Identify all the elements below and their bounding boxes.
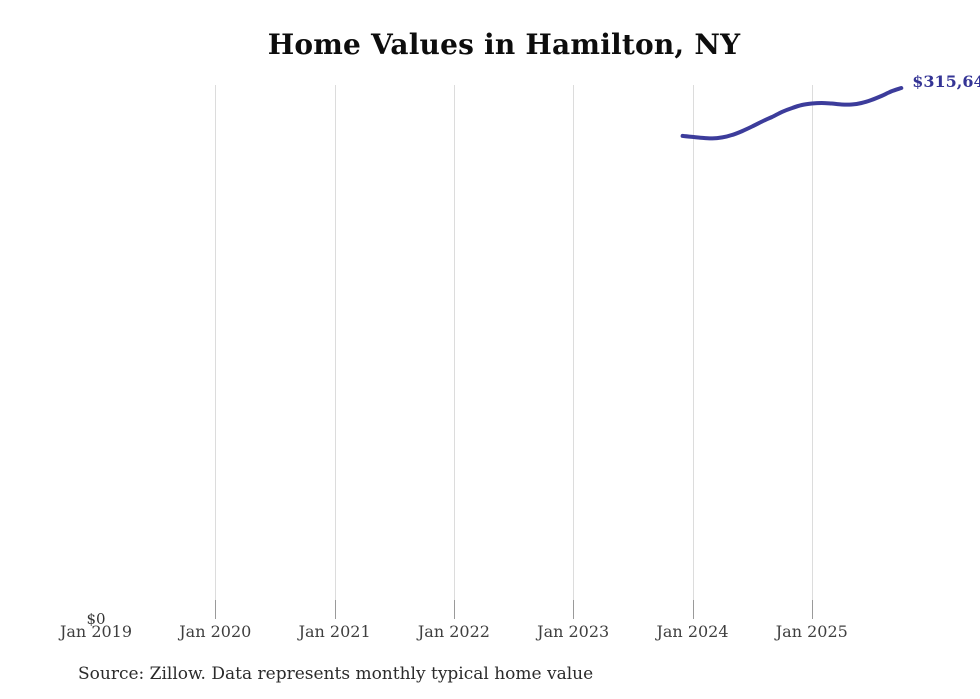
x-tick-label: Jan 2023 bbox=[537, 622, 610, 641]
x-axis-tick bbox=[811, 600, 813, 619]
x-tick-label: Jan 2025 bbox=[775, 622, 848, 641]
source-note: Source: Zillow. Data represents monthly … bbox=[78, 664, 594, 684]
x-axis-tick bbox=[334, 600, 336, 619]
chart-title: Home Values in Hamilton, NY bbox=[267, 28, 741, 61]
x-axis-tick bbox=[453, 600, 455, 619]
vertical-gridline bbox=[215, 85, 217, 600]
x-axis-tick bbox=[692, 600, 694, 619]
end-value-label: $315,644 bbox=[912, 72, 980, 91]
x-tick-label: Jan 2024 bbox=[656, 622, 729, 641]
x-axis-tick bbox=[573, 600, 575, 619]
vertical-gridline bbox=[811, 85, 813, 600]
vertical-gridline bbox=[453, 85, 455, 600]
x-tick-label: Jan 2022 bbox=[417, 622, 490, 641]
vertical-gridline bbox=[334, 85, 336, 600]
vertical-gridline bbox=[692, 85, 694, 600]
x-axis-tick bbox=[215, 600, 217, 619]
x-tick-label: Jan 2021 bbox=[298, 622, 371, 641]
x-tick-label: Jan 2020 bbox=[179, 622, 252, 641]
y-axis-zero-label: $0 bbox=[86, 610, 106, 628]
home-value-line bbox=[680, 86, 904, 141]
x-tick-label: Jan 2019 bbox=[59, 622, 133, 641]
vertical-gridline bbox=[573, 85, 575, 600]
